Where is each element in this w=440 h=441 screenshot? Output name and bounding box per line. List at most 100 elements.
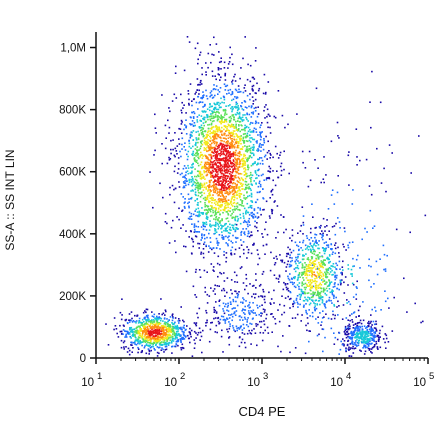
- event-dot: [212, 170, 215, 173]
- event-dot: [245, 116, 247, 119]
- event-dot: [236, 327, 238, 330]
- event-dot: [327, 285, 330, 287]
- event-dot: [178, 335, 181, 337]
- event-dot: [205, 182, 208, 184]
- event-dot: [209, 237, 212, 239]
- event-dot: [134, 340, 136, 343]
- event-dot: [187, 150, 190, 153]
- event-dot: [225, 256, 228, 259]
- event-dot: [227, 141, 229, 143]
- event-dot: [200, 154, 202, 156]
- event-dot: [189, 341, 191, 344]
- event-dot: [244, 145, 246, 147]
- event-dot: [163, 336, 165, 339]
- event-dot: [285, 255, 288, 258]
- event-dot: [229, 153, 231, 156]
- event-dot: [188, 142, 191, 145]
- event-dot: [175, 325, 178, 328]
- event-dot: [242, 114, 244, 116]
- event-dot: [320, 181, 322, 184]
- event-dot: [174, 147, 177, 150]
- event-dot: [183, 185, 185, 188]
- event-dot: [230, 153, 232, 155]
- event-dot: [177, 338, 180, 341]
- event-dot: [212, 131, 215, 134]
- event-dot: [230, 253, 233, 256]
- event-dot: [203, 269, 206, 272]
- event-dot: [145, 311, 147, 314]
- event-dot: [179, 338, 182, 340]
- event-dot: [324, 226, 326, 228]
- event-dot: [223, 134, 225, 136]
- event-dot: [250, 234, 252, 237]
- event-dot: [198, 247, 200, 249]
- event-dot: [182, 196, 184, 198]
- event-dot: [263, 73, 266, 76]
- event-dot: [159, 334, 162, 337]
- event-dot: [252, 309, 255, 312]
- event-dot: [364, 333, 367, 335]
- event-dot: [236, 205, 238, 208]
- event-dot: [233, 106, 236, 108]
- event-dot: [239, 217, 242, 219]
- event-dot: [354, 329, 357, 332]
- event-dot: [212, 151, 214, 154]
- event-dot: [356, 338, 358, 341]
- event-dot: [326, 256, 329, 259]
- event-dot: [236, 111, 239, 114]
- event-dot: [220, 133, 223, 136]
- event-dot: [363, 336, 366, 339]
- event-dot: [348, 349, 350, 351]
- event-dot: [333, 271, 336, 273]
- event-dot: [238, 125, 240, 127]
- event-dot: [242, 282, 245, 284]
- event-dot: [277, 176, 279, 179]
- event-dot: [128, 319, 130, 321]
- event-dot: [158, 328, 161, 331]
- event-dot: [306, 283, 308, 286]
- event-dot: [355, 316, 357, 318]
- event-dot: [289, 248, 291, 251]
- event-dot: [241, 188, 243, 190]
- event-dot: [332, 294, 335, 297]
- event-dot: [215, 217, 217, 219]
- event-dot: [243, 155, 245, 157]
- event-dot: [320, 262, 322, 265]
- event-dot: [210, 179, 212, 182]
- event-dot: [236, 292, 238, 295]
- event-dot: [182, 333, 185, 335]
- event-dot: [323, 289, 325, 291]
- event-dot: [334, 247, 337, 250]
- event-dot: [307, 248, 310, 251]
- event-dot: [301, 263, 304, 265]
- event-dot: [320, 275, 323, 278]
- event-dot: [319, 265, 322, 268]
- event-dot: [321, 236, 323, 239]
- event-dot: [190, 329, 193, 332]
- event-dot: [320, 279, 323, 281]
- event-dot: [319, 272, 321, 274]
- event-dot: [374, 330, 377, 333]
- event-dot: [342, 338, 344, 340]
- event-dot: [151, 319, 153, 322]
- event-dot: [137, 351, 139, 354]
- event-dot: [366, 329, 369, 331]
- event-dot: [181, 137, 184, 140]
- event-dot: [162, 312, 165, 315]
- event-dot: [243, 309, 245, 311]
- event-dot: [198, 93, 200, 95]
- event-dot: [218, 220, 221, 223]
- event-dot: [321, 230, 323, 232]
- event-dot: [194, 199, 196, 202]
- event-dot: [161, 335, 164, 338]
- event-dot: [307, 270, 309, 273]
- event-dot: [304, 296, 306, 299]
- event-dot: [360, 322, 363, 325]
- event-dot: [349, 314, 351, 317]
- event-dot: [332, 290, 334, 292]
- event-dot: [214, 189, 217, 192]
- event-dot: [217, 134, 220, 136]
- event-dot: [148, 337, 150, 339]
- event-dot: [345, 317, 348, 319]
- event-dot: [311, 295, 314, 298]
